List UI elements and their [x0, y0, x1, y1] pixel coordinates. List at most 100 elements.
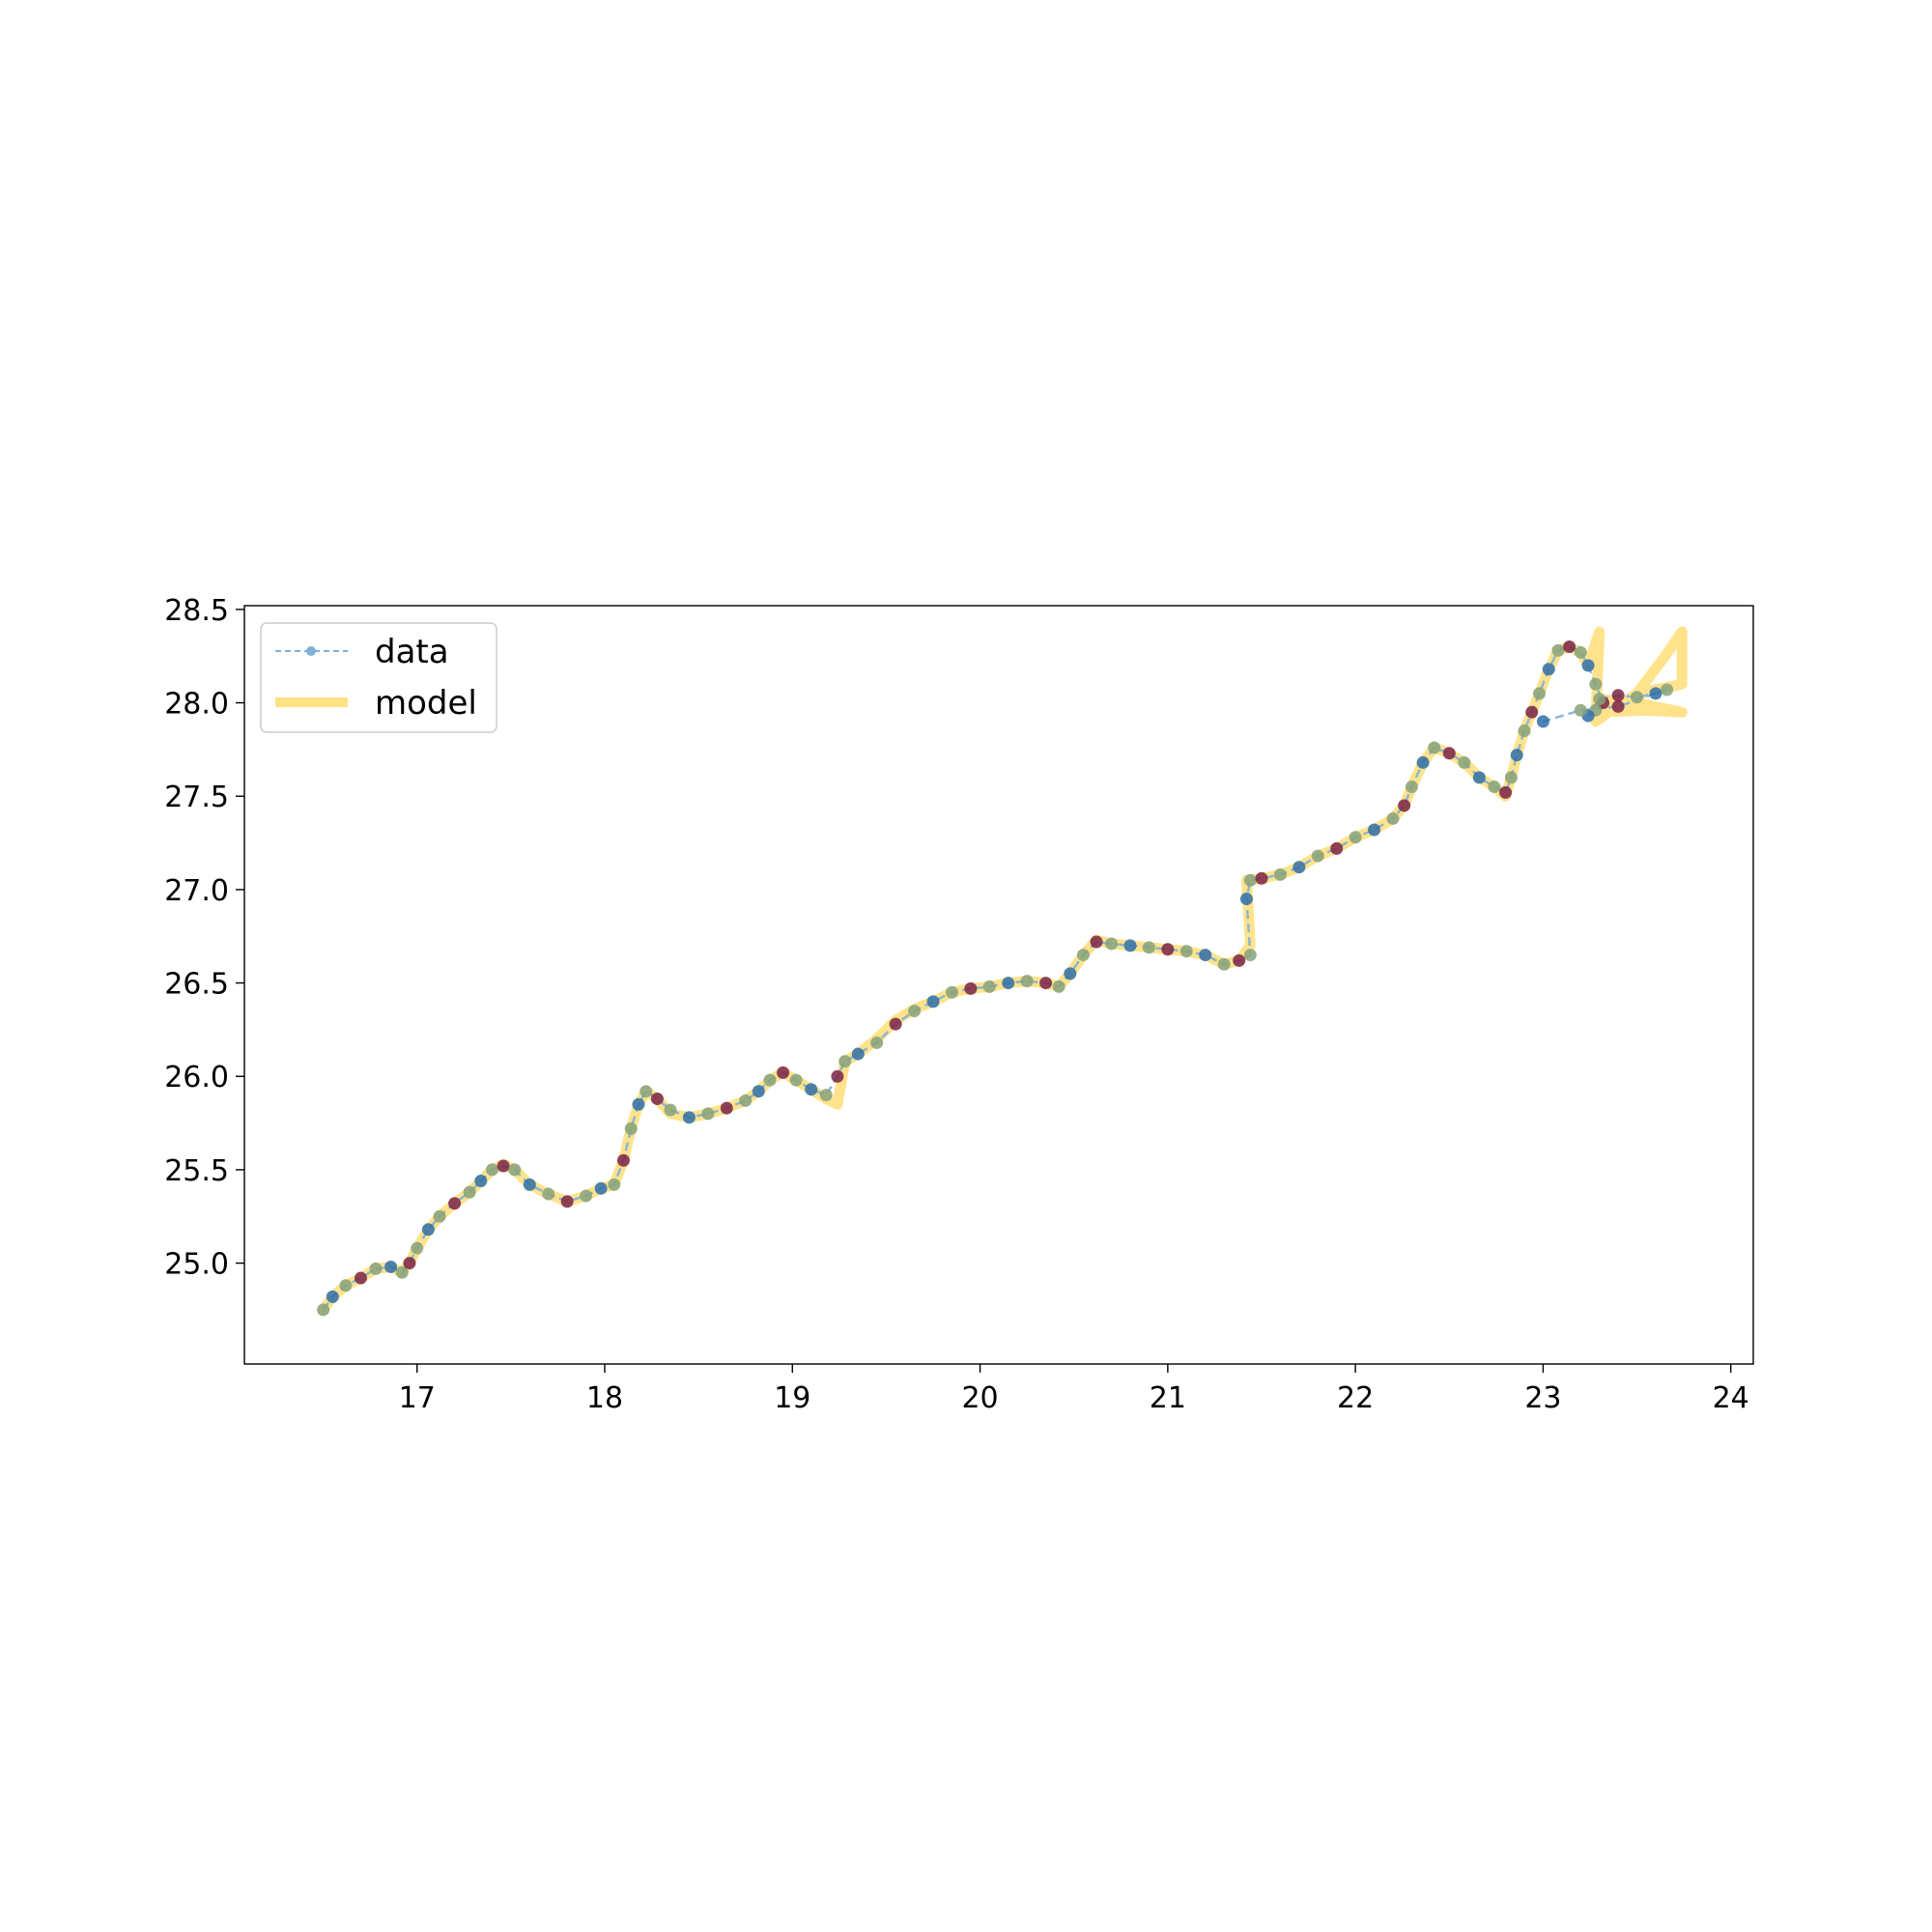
x-tick-label: 20: [961, 1381, 998, 1415]
y-tick-label: 28.0: [164, 688, 229, 722]
data-point: [1217, 957, 1231, 971]
data-point: [1233, 953, 1246, 967]
data-point: [805, 1083, 818, 1096]
plot-area: [317, 626, 1688, 1317]
data-point: [1472, 771, 1486, 784]
data-point: [1416, 755, 1430, 769]
y-tick-label: 27.0: [164, 874, 229, 908]
data-point: [982, 980, 996, 993]
data-point: [1142, 941, 1155, 954]
data-point: [317, 1303, 330, 1317]
plot-frame: [243, 605, 1754, 1365]
data-point: [608, 1178, 621, 1191]
data-point: [1649, 687, 1662, 700]
data-point: [411, 1241, 424, 1255]
data-point: [1611, 699, 1625, 713]
legend: data model: [260, 622, 497, 733]
x-tick-label: 23: [1524, 1381, 1561, 1415]
data-point: [777, 1065, 790, 1079]
x-tick-label: 18: [586, 1381, 623, 1415]
data-point: [326, 1290, 339, 1303]
data-series-line: [322, 645, 1668, 1311]
data-point: [1589, 677, 1603, 691]
data-point: [1255, 871, 1268, 885]
data-point: [1510, 749, 1523, 762]
data-point: [339, 1279, 353, 1293]
y-tick-label: 28.5: [164, 594, 229, 628]
data-point: [1064, 967, 1077, 980]
data-point: [1293, 861, 1306, 874]
data-point: [1076, 949, 1090, 962]
data-point: [560, 1195, 574, 1208]
legend-data-marker-icon: [306, 646, 316, 656]
data-point: [384, 1260, 398, 1273]
data-point: [752, 1085, 765, 1098]
data-point: [523, 1178, 536, 1191]
data-point: [870, 1036, 884, 1049]
data-point: [1525, 705, 1539, 719]
data-point: [542, 1187, 555, 1201]
data-point: [594, 1181, 608, 1195]
data-point: [1311, 849, 1324, 863]
data-point: [1488, 781, 1501, 794]
data-point: [508, 1163, 522, 1177]
data-point: [1611, 689, 1625, 702]
data-point: [1442, 747, 1456, 760]
data-point: [945, 985, 958, 999]
data-point: [789, 1073, 803, 1087]
y-tick-label: 25.0: [164, 1248, 229, 1282]
data-point: [1563, 640, 1577, 654]
data-point: [433, 1209, 446, 1223]
data-point: [1533, 687, 1547, 700]
data-point: [1123, 939, 1137, 952]
data-point: [819, 1089, 833, 1102]
data-point: [908, 1005, 922, 1018]
data-point: [964, 981, 978, 995]
data-point: [739, 1094, 753, 1107]
data-point: [497, 1159, 510, 1173]
data-point: [838, 1055, 852, 1068]
data-point: [889, 1017, 902, 1031]
data-point: [1349, 831, 1362, 844]
data-point: [1518, 724, 1531, 738]
data-point: [1593, 693, 1606, 706]
data-point: [720, 1101, 733, 1115]
data-point: [1243, 949, 1257, 962]
data-point: [1052, 980, 1065, 993]
data-point: [1090, 935, 1103, 949]
y-axis: 25.0 25.5 26.0 26.5 27.0 27.5 28.0 28.5: [164, 594, 244, 1282]
data-point: [624, 1122, 638, 1135]
data-point: [701, 1107, 715, 1121]
data-point: [632, 1097, 645, 1111]
data-point: [1551, 643, 1565, 657]
x-tick-label: 17: [399, 1381, 436, 1415]
legend-data-label: data: [375, 633, 449, 671]
x-tick-label: 24: [1713, 1381, 1749, 1415]
data-point: [851, 1047, 865, 1061]
data-point: [763, 1073, 777, 1087]
data-point: [448, 1197, 462, 1210]
data-point: [1161, 943, 1175, 956]
data-point: [1458, 755, 1471, 769]
data-point: [1574, 703, 1587, 717]
data-point: [639, 1085, 653, 1098]
y-tick-label: 26.0: [164, 1061, 229, 1094]
data-point: [1002, 977, 1015, 990]
data-point: [1661, 683, 1674, 696]
data-point: [474, 1175, 488, 1188]
data-point: [831, 1069, 844, 1083]
y-tick-label: 25.5: [164, 1154, 229, 1188]
data-point: [1039, 977, 1053, 990]
legend-model-label: model: [375, 684, 477, 723]
data-point: [354, 1271, 367, 1285]
data-point: [1428, 741, 1441, 754]
data-point: [580, 1189, 593, 1203]
data-point: [1020, 975, 1034, 988]
data-point: [1398, 799, 1411, 812]
data-point: [463, 1185, 476, 1199]
data-point: [1179, 945, 1193, 958]
data-point: [1536, 715, 1549, 728]
data-point: [1199, 949, 1212, 962]
y-tick-label: 26.5: [164, 968, 229, 1002]
